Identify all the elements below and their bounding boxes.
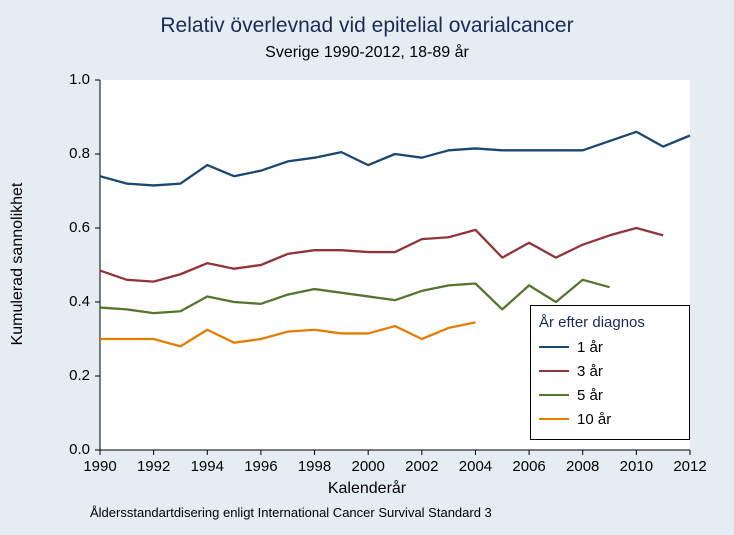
x-axis-label: Kalenderår xyxy=(0,480,734,498)
series-line xyxy=(100,322,475,346)
x-tick: 2012 xyxy=(670,458,710,475)
series-line xyxy=(100,132,690,186)
x-tick: 1992 xyxy=(134,458,174,475)
legend-item: 3 år xyxy=(539,359,681,383)
chart-svg xyxy=(0,0,734,535)
legend-label: 1 år xyxy=(577,339,603,356)
survival-chart: Relativ överlevnad vid epitelial ovarial… xyxy=(0,0,734,535)
y-tick: 0.0 xyxy=(69,441,90,458)
legend-item: 5 år xyxy=(539,383,681,407)
legend-swatch xyxy=(539,370,569,372)
legend-label: 5 år xyxy=(577,387,603,404)
chart-footnote: Åldersstandartdisering enligt Internatio… xyxy=(90,505,492,520)
x-tick: 2006 xyxy=(509,458,549,475)
legend-swatch xyxy=(539,346,569,348)
series-line xyxy=(100,228,663,282)
y-tick: 0.8 xyxy=(69,145,90,162)
x-tick: 2002 xyxy=(402,458,442,475)
x-tick: 1996 xyxy=(241,458,281,475)
x-tick: 2000 xyxy=(348,458,388,475)
legend-title: År efter diagnos xyxy=(539,314,681,331)
y-tick: 0.2 xyxy=(69,367,90,384)
x-tick: 2004 xyxy=(455,458,495,475)
x-tick: 2010 xyxy=(616,458,656,475)
legend-item: 10 år xyxy=(539,407,681,431)
y-axis-label: Kumulerad sannolikhet xyxy=(9,164,27,364)
legend-swatch xyxy=(539,418,569,420)
x-tick: 2008 xyxy=(563,458,603,475)
legend-label: 10 år xyxy=(577,411,611,428)
y-tick: 0.6 xyxy=(69,219,90,236)
legend-label: 3 år xyxy=(577,363,603,380)
legend-swatch xyxy=(539,394,569,396)
x-tick: 1994 xyxy=(187,458,227,475)
legend: År efter diagnos 1 år 3 år 5 år 10 år xyxy=(530,305,690,440)
x-tick: 1990 xyxy=(80,458,120,475)
y-tick: 0.4 xyxy=(69,293,90,310)
legend-item: 1 år xyxy=(539,335,681,359)
x-tick: 1998 xyxy=(295,458,335,475)
y-tick: 1.0 xyxy=(69,71,90,88)
